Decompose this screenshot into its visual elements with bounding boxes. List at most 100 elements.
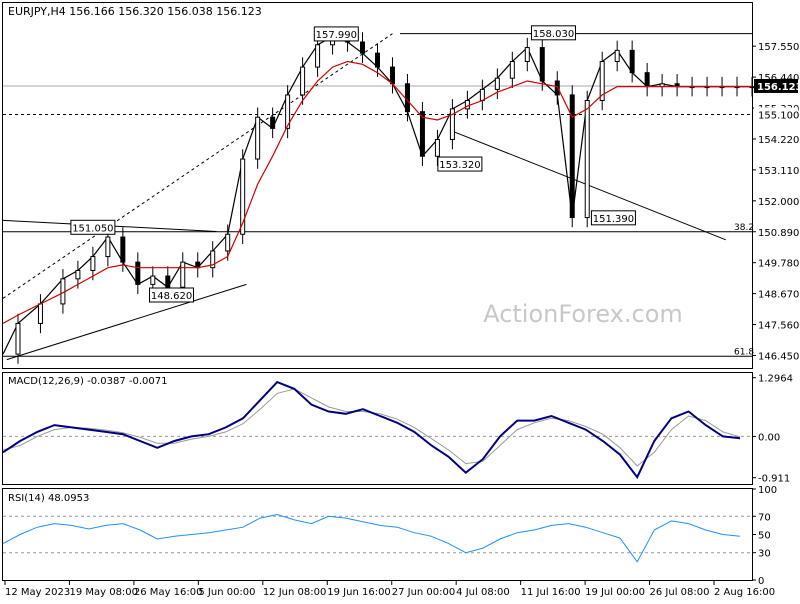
price-callout-label: 148.620 xyxy=(151,291,192,302)
candle-body xyxy=(210,250,216,269)
x-tick-label: 12 May 2023 xyxy=(5,587,70,598)
price-tick-label: 154.220 xyxy=(758,135,799,146)
x-tick-label: 19 Jun 16:00 xyxy=(327,587,391,598)
trendline-dotted xyxy=(2,33,393,299)
price-callout-box xyxy=(437,156,483,172)
candle-body xyxy=(434,139,440,157)
x-tick-label: 2 Aug 16:00 xyxy=(714,587,775,598)
price-tick-label: 149.780 xyxy=(758,259,799,270)
price-callout-label: 151.390 xyxy=(593,214,634,225)
candle-body xyxy=(539,47,545,82)
x-tick-label: 4 Jul 08:00 xyxy=(456,587,510,598)
x-tick-label: 19 Jul 00:00 xyxy=(585,587,645,598)
macd-panel-frame xyxy=(2,372,753,485)
candle-body xyxy=(614,49,620,63)
candle-body xyxy=(479,88,485,102)
current-price-box xyxy=(754,78,798,93)
price-tick-label: 146.450 xyxy=(758,351,799,362)
chart-title: EURJPY,H4 156.166 156.320 156.038 156.12… xyxy=(8,5,262,18)
candle-body xyxy=(494,77,500,90)
macd-title: MACD(12,26,9) -0.0387 -0.0071 xyxy=(8,376,168,387)
candle-body xyxy=(285,94,291,129)
x-tick-label: 26 May 16:00 xyxy=(134,587,203,598)
price-callout-label: 157.990 xyxy=(316,30,357,41)
candle-body xyxy=(37,303,43,324)
price-tick-label: 153.110 xyxy=(758,166,799,177)
x-tick-label: 5 Jun 00:00 xyxy=(198,587,255,598)
macd-layer: 1.2964 0.00 -0.911 xyxy=(2,374,793,485)
candle-body xyxy=(599,61,605,102)
rsi-tick-label: 100 xyxy=(758,485,777,496)
price-tick-label: 157.550 xyxy=(758,42,799,53)
candle-body xyxy=(360,41,366,54)
level-label: 155.100 xyxy=(758,110,799,121)
x-tick-label: 12 Jun 08:00 xyxy=(263,587,327,598)
candle-body xyxy=(90,256,96,271)
price-callout-box xyxy=(590,210,636,226)
level-label-bg xyxy=(754,107,798,122)
candle-body xyxy=(449,108,455,141)
candle-body xyxy=(75,269,81,280)
price-tick-label: 148.670 xyxy=(758,290,799,301)
candle-body xyxy=(105,236,111,258)
rsi-tick-label: 70 xyxy=(758,512,771,523)
current-price-label: 156.123 xyxy=(757,82,800,93)
candle-body xyxy=(584,100,590,219)
x-tick-label: 19 May 08:00 xyxy=(69,587,138,598)
macd-tick-label: 0.00 xyxy=(758,432,780,443)
candle-body xyxy=(464,100,470,110)
x-tick-label: 27 Jun 00:00 xyxy=(392,587,456,598)
candle-body xyxy=(270,116,276,129)
candle-body xyxy=(180,261,186,288)
fib-label: 61.8 xyxy=(734,347,754,357)
trendline-lower-channel xyxy=(6,283,247,361)
price-callout-label: 158.030 xyxy=(533,29,574,40)
macd-tick-label: 1.2964 xyxy=(758,374,793,385)
rsi-line xyxy=(2,513,741,563)
price-tick-label: 152.000 xyxy=(758,197,799,208)
macd-line xyxy=(2,380,741,480)
rsi-title: RSI(14) 48.0953 xyxy=(8,493,89,504)
macd-tick-label: -0.911 xyxy=(758,474,790,485)
candle-body xyxy=(15,322,21,355)
candle-body xyxy=(644,72,650,88)
price-tick-label: 156.440 xyxy=(758,73,799,84)
candle-body xyxy=(629,49,635,74)
candle-body xyxy=(240,158,246,235)
price-callout-label: 151.050 xyxy=(72,223,113,234)
candle-body xyxy=(375,52,380,68)
candle-body xyxy=(165,275,171,288)
price-tick-label: 150.890 xyxy=(758,228,799,239)
price-layer: 157.550156.440155.330154.220153.110152.0… xyxy=(2,25,800,364)
x-tick-label: 26 Jul 08:00 xyxy=(650,587,710,598)
watermark: ActionForex.com xyxy=(483,300,683,328)
candle-body xyxy=(509,61,515,79)
candle-body xyxy=(150,275,156,285)
candle-body xyxy=(300,66,306,96)
candle-body xyxy=(524,47,530,63)
candle-body xyxy=(404,83,410,113)
rsi-tick-label: 50 xyxy=(758,531,771,542)
price-callout-box xyxy=(70,219,116,235)
price-panel-frame xyxy=(2,2,753,369)
rsi-tick-label: 0 xyxy=(758,576,764,587)
candle-body xyxy=(315,44,321,68)
candle-body xyxy=(569,94,575,219)
rsi-layer: 100 70 50 30 0 xyxy=(2,485,777,587)
moving-average-line xyxy=(2,60,752,324)
candle-body xyxy=(225,233,231,252)
candle-body xyxy=(389,66,395,85)
fib-label: 38.2 xyxy=(734,223,754,233)
candle-body xyxy=(135,261,141,285)
price-tick-label: 147.560 xyxy=(758,321,799,332)
price-callout-box xyxy=(313,26,359,42)
price-callout-label: 153.320 xyxy=(439,160,480,171)
candle-body xyxy=(554,80,560,96)
candle-body xyxy=(419,111,425,157)
price-callout-box xyxy=(531,25,577,41)
price-callout-box xyxy=(149,287,195,303)
candle-body xyxy=(255,116,261,160)
